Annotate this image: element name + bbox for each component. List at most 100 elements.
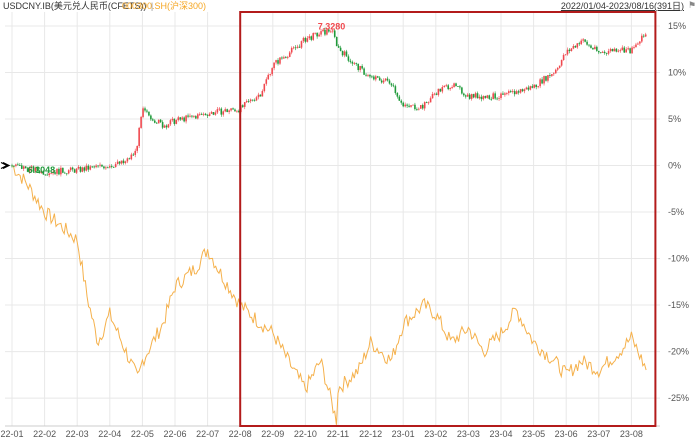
candle-body [130, 154, 133, 160]
candle-body [328, 29, 330, 32]
candle-body [17, 164, 19, 166]
candle-body [341, 50, 344, 56]
candle-body [482, 96, 485, 100]
candle-body [179, 117, 182, 120]
candle-body [312, 33, 315, 40]
candle-body [631, 47, 633, 54]
x-tick-label: 23-04 [489, 429, 512, 439]
candle-body [216, 109, 219, 113]
candle-body [500, 93, 502, 99]
candle-body [191, 115, 193, 117]
candle-body [531, 86, 534, 88]
candle-body [373, 76, 375, 80]
candle-body [283, 57, 285, 59]
candle-body [267, 74, 270, 80]
candle-body [65, 173, 68, 175]
candle-body [394, 86, 397, 94]
candle-body [363, 68, 365, 75]
legend-csi300[interactable]: 000300.SH(沪深300) [122, 1, 206, 12]
candle-body [275, 60, 277, 63]
candle-body [599, 52, 602, 54]
candle-body [212, 112, 215, 115]
candle-body [396, 93, 399, 97]
candle-body [447, 85, 449, 90]
candle-body [359, 65, 361, 71]
candle-body [457, 86, 459, 87]
candle-body [110, 166, 113, 167]
candle-body [418, 108, 420, 110]
candle-body [224, 109, 227, 112]
candle-body [26, 168, 29, 172]
arrow-cursor-icon [0, 161, 11, 170]
candle-body [339, 47, 342, 51]
candle-body [474, 93, 477, 98]
candle-body [277, 60, 279, 64]
candle-body [455, 83, 457, 87]
candle-body [349, 60, 352, 62]
candle-body [367, 74, 369, 76]
candle-body [77, 166, 80, 169]
candle-body [153, 120, 156, 123]
flag-icon[interactable]: ⚑ [687, 0, 697, 10]
x-tick-label: 22-09 [261, 429, 284, 439]
chart-header: USDCNY.IB(美元兑人民币(CFETS)) | 000300.SH(沪深3… [0, 0, 700, 12]
y-tick-label: 0% [668, 161, 681, 171]
candle-body [625, 49, 627, 53]
candle-body [288, 52, 291, 57]
candle-body [621, 47, 624, 51]
candle-body [36, 167, 39, 172]
candle-body [181, 117, 183, 120]
candle-body [279, 57, 281, 64]
candle-body [52, 172, 54, 174]
y-tick-label: -10% [668, 254, 689, 264]
candle-body [195, 116, 197, 119]
candle-body [441, 87, 444, 92]
candle-body [459, 86, 461, 88]
annotation-label: 7.3280 [318, 22, 346, 32]
candle-body [343, 51, 346, 56]
csi300-line [11, 165, 647, 425]
candle-body [193, 116, 195, 117]
candle-body [296, 46, 299, 48]
candle-body [22, 166, 25, 169]
legend-usdcny[interactable]: USDCNY.IB(美元兑人民币(CFETS)) | [3, 1, 153, 12]
candle-body [517, 91, 520, 93]
candle-body [406, 104, 408, 106]
candle-body [285, 57, 287, 59]
candle-body [310, 36, 313, 40]
x-tick-label: 22-01 [0, 429, 23, 439]
candle-body [281, 57, 283, 59]
candle-body [556, 67, 559, 70]
candle-body [165, 125, 168, 128]
candle-body [273, 62, 275, 69]
candle-body [251, 99, 254, 101]
candle-body [93, 166, 95, 168]
candle-body [486, 95, 489, 98]
candle-body [238, 110, 240, 113]
candle-body [322, 29, 324, 32]
candle-body [439, 88, 442, 92]
candle-body [607, 51, 610, 54]
candle-body [197, 114, 199, 119]
candle-body [112, 166, 115, 168]
candle-body [480, 96, 483, 100]
candle-body [50, 173, 52, 175]
candle-body [617, 50, 620, 52]
candle-body [324, 29, 326, 35]
x-tick-label: 22-04 [98, 429, 121, 439]
candle-body [320, 31, 322, 35]
x-tick-label: 22-05 [131, 429, 154, 439]
candle-body [11, 165, 13, 167]
candle-body [437, 88, 440, 95]
date-range-link[interactable]: 2022/01/04-2023/08/16(391日) [560, 1, 684, 11]
candle-body [249, 99, 252, 102]
candle-body [333, 30, 336, 37]
candle-body [464, 95, 467, 97]
y-tick-label: -20% [668, 347, 689, 357]
candle-body [189, 115, 191, 117]
candle-body [376, 76, 379, 78]
candle-body [32, 166, 35, 172]
candle-body [545, 76, 547, 81]
candle-body [134, 150, 137, 155]
